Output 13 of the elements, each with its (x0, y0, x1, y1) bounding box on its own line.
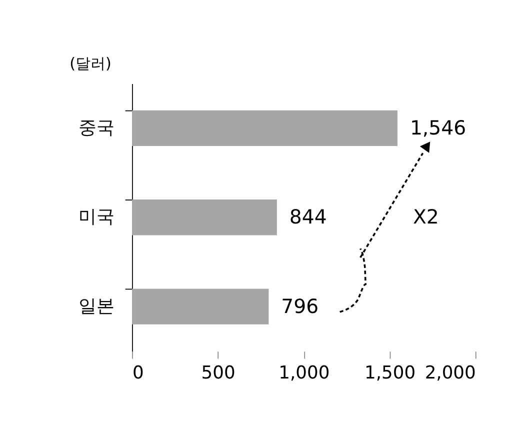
y-axis-title: (달러) (70, 54, 112, 72)
x-tick-label: 0 (132, 362, 144, 384)
y-tick-label: 중국 (78, 118, 115, 139)
annotation: X2 (412, 206, 439, 229)
y-tick-label: 미국 (78, 206, 115, 228)
data-label: 844 (289, 206, 327, 229)
data-label: 796 (281, 294, 319, 318)
x-tick-label: 1,000 (278, 362, 330, 384)
data-label: 1,546 (410, 116, 466, 140)
x-tick-label: 1,500 (364, 362, 416, 384)
x-tick-label: 500 (201, 362, 236, 384)
y-tick-label: 일본 (78, 296, 115, 317)
x-tick-label: 2,000 (424, 362, 476, 384)
